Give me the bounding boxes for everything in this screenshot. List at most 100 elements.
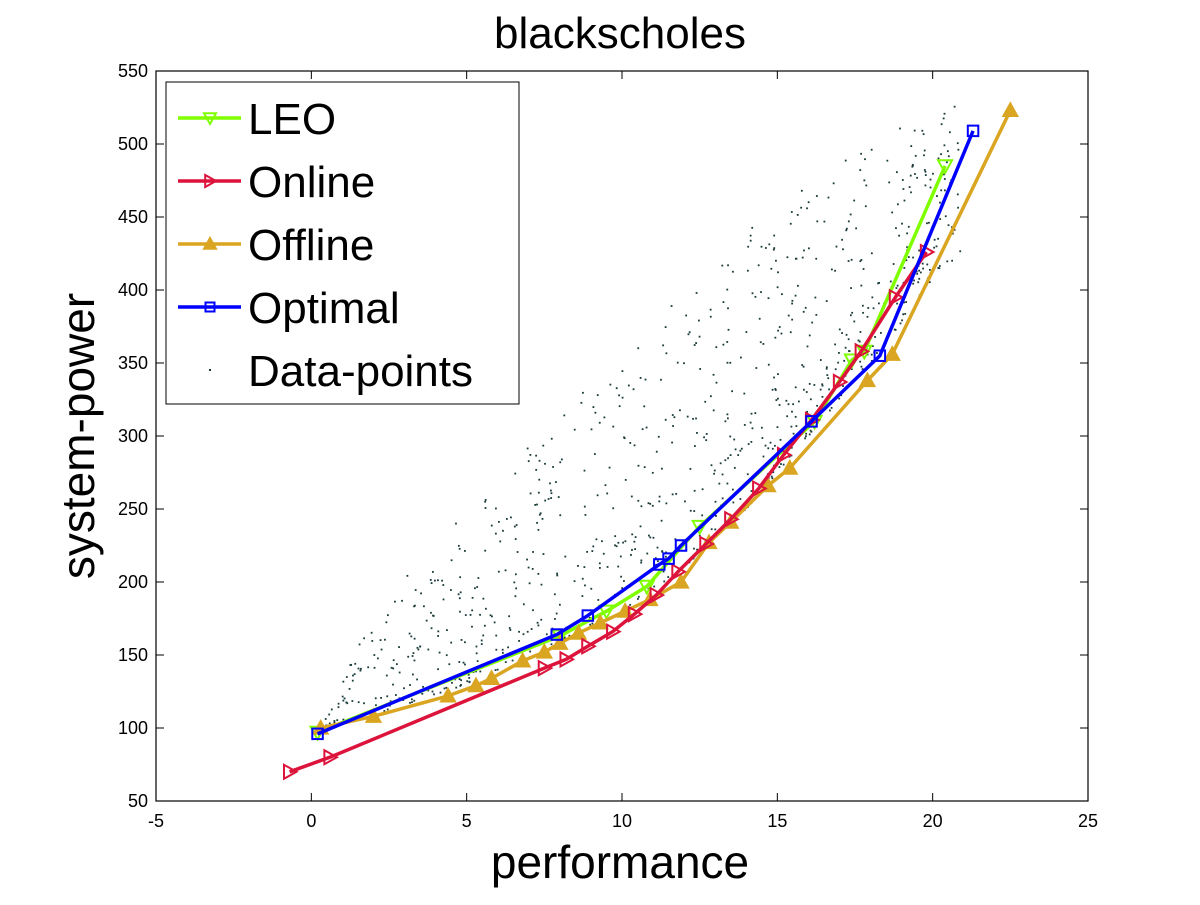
data-point-dot xyxy=(944,189,946,192)
data-point-dot xyxy=(390,666,393,669)
data-point-dot xyxy=(849,314,852,317)
data-point-dot xyxy=(906,246,908,249)
data-point-dot xyxy=(910,145,913,148)
data-point-dot xyxy=(637,464,640,467)
data-point-dot xyxy=(652,536,655,539)
data-point-dot xyxy=(767,363,770,366)
data-point-dot xyxy=(909,174,912,177)
data-point-dot xyxy=(807,247,810,250)
data-point-dot xyxy=(774,444,776,447)
data-point-dot xyxy=(792,432,795,435)
data-point-dot xyxy=(937,157,940,160)
data-point-dot xyxy=(834,368,837,371)
data-point-dot xyxy=(819,388,822,391)
data-point-dot xyxy=(918,269,921,272)
data-point-dot xyxy=(701,488,704,491)
data-point-dot xyxy=(801,364,804,366)
data-point-dot xyxy=(568,634,571,637)
series-point xyxy=(888,288,905,306)
data-point-dot xyxy=(847,260,850,262)
data-point-dot xyxy=(774,389,777,391)
data-point-dot xyxy=(923,154,925,157)
data-point-dot xyxy=(926,222,928,225)
data-point-dot xyxy=(513,525,516,528)
data-point-dot xyxy=(926,263,929,266)
data-point-dot xyxy=(640,559,643,562)
data-point-dot xyxy=(796,214,799,216)
data-point-dot xyxy=(850,258,853,261)
data-point-dot xyxy=(476,586,479,588)
data-point-dot xyxy=(343,697,346,700)
data-point-dot xyxy=(477,577,480,579)
data-point-dot xyxy=(732,270,734,273)
data-point-dot xyxy=(502,529,504,532)
data-point-dot xyxy=(608,466,611,469)
data-point-dot xyxy=(944,215,947,218)
data-point-dot xyxy=(914,173,916,175)
data-point-dot xyxy=(615,545,618,548)
data-point-dot xyxy=(614,535,617,538)
data-point-dot xyxy=(871,345,874,348)
data-point-dot xyxy=(867,307,870,309)
data-point-dot xyxy=(660,467,663,470)
data-point-dot xyxy=(643,405,646,408)
data-point-dot xyxy=(455,686,458,689)
data-point-dot xyxy=(689,467,692,470)
data-point-dot xyxy=(464,663,466,666)
data-point-dot xyxy=(924,184,927,187)
data-point-dot xyxy=(484,607,487,610)
series-point xyxy=(323,748,340,766)
data-point-dot xyxy=(367,666,370,669)
data-point-dot xyxy=(479,613,481,616)
data-point-dot xyxy=(859,260,862,263)
data-point-dot xyxy=(324,718,327,720)
data-point-dot xyxy=(375,704,377,707)
data-point-dot xyxy=(475,645,478,648)
data-point-dot xyxy=(490,524,493,527)
data-point-dot xyxy=(891,211,894,214)
data-point-dot xyxy=(526,447,529,450)
data-point-dot xyxy=(484,549,487,552)
data-point-dot xyxy=(688,331,691,334)
data-point-dot xyxy=(467,673,470,676)
data-point-dot xyxy=(363,702,365,705)
data-point-dot xyxy=(751,292,754,295)
data-point-dot xyxy=(438,651,441,654)
data-point-dot xyxy=(896,284,899,287)
data-point-dot xyxy=(550,643,553,646)
data-point-dot xyxy=(737,454,740,456)
series-point xyxy=(854,342,871,361)
data-point-dot xyxy=(357,667,360,670)
data-point-dot xyxy=(787,314,790,317)
data-point-dot xyxy=(870,252,873,255)
data-point-dot xyxy=(816,404,819,407)
data-point-dot xyxy=(951,259,954,262)
data-point-dot xyxy=(713,469,716,472)
data-point-dot xyxy=(832,182,835,185)
data-point-dot xyxy=(762,343,765,345)
data-point-dot xyxy=(945,161,948,164)
data-point-dot xyxy=(606,566,609,568)
data-point-dot xyxy=(916,272,919,275)
data-point-dot xyxy=(859,360,862,363)
data-point-dot xyxy=(797,400,800,403)
data-point-dot xyxy=(940,123,943,126)
data-point-dot xyxy=(563,636,566,639)
data-point-dot xyxy=(540,583,543,586)
data-point-dot xyxy=(928,281,931,284)
data-point-dot xyxy=(827,196,830,199)
data-point-dot xyxy=(457,544,460,547)
data-point-dot xyxy=(727,457,729,460)
data-point-dot xyxy=(803,388,805,391)
data-point-dot xyxy=(743,392,746,395)
data-point-dot xyxy=(808,433,811,436)
data-point-dot xyxy=(770,267,773,270)
data-point-dot xyxy=(451,681,453,684)
data-point-dot xyxy=(413,659,416,662)
data-point-dot xyxy=(715,346,718,349)
data-point-dot xyxy=(878,281,881,284)
data-point-dot xyxy=(872,307,875,310)
data-point-dot xyxy=(595,538,598,541)
data-point-dot xyxy=(825,366,828,369)
data-point-dot xyxy=(751,427,754,430)
